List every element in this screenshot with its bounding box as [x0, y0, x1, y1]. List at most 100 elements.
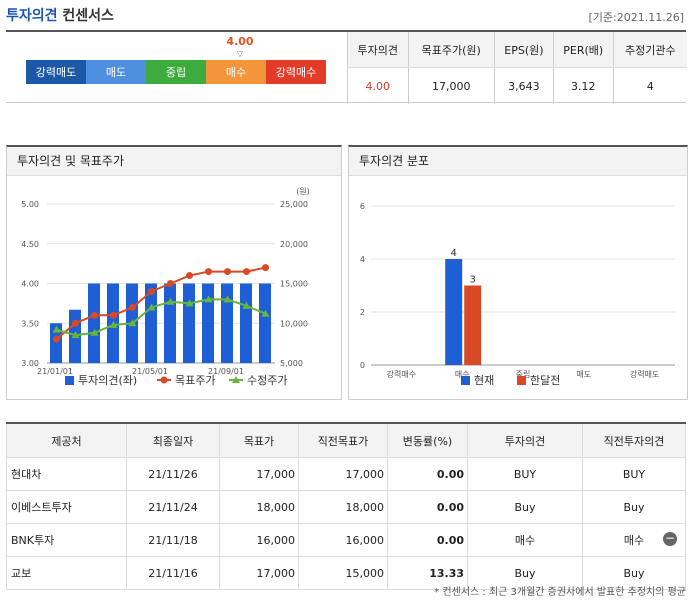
- prev-opinion: BUY: [582, 457, 686, 491]
- y-left-tick-label: 3.00: [21, 359, 39, 368]
- bar-label: 3: [470, 275, 476, 286]
- triangle-down-icon: ▽: [236, 49, 244, 58]
- adjusted-price-point: [109, 320, 118, 328]
- adjusted-price-line: [56, 298, 266, 337]
- broker-name: 교보: [6, 556, 127, 590]
- target-price-point: [205, 268, 212, 276]
- prev-target-price: 16,000: [298, 523, 388, 557]
- legend-label: 투자의견(좌): [78, 374, 137, 387]
- target-price-point: [262, 264, 269, 272]
- opinion: BUY: [467, 457, 583, 491]
- target-price-point: [72, 319, 79, 327]
- adjusted-price-point: [185, 299, 194, 307]
- adjusted-price-point: [90, 328, 99, 336]
- target-price-point: [224, 268, 231, 276]
- x-tick-label: 중립: [516, 370, 531, 379]
- bar: [183, 283, 195, 363]
- legend-label: 수정주가: [247, 374, 287, 387]
- y-right-tick-label: 25,000: [280, 200, 308, 209]
- adjusted-price-point: [71, 331, 80, 339]
- summary-eps: 3,643: [494, 67, 554, 104]
- panel-title: 투자의견 및 목표주가: [7, 147, 341, 176]
- col-header: 목표가: [219, 422, 299, 458]
- scale-buy: 매수: [206, 60, 266, 84]
- bar: [464, 285, 482, 365]
- bar: [88, 283, 100, 363]
- summary-header: EPS(원): [494, 32, 554, 68]
- bar-label: 4: [451, 248, 457, 259]
- reference-date: [기준:2021.11.26]: [588, 11, 684, 24]
- adjusted-price-point: [242, 301, 251, 309]
- broker-name: 현대차: [6, 457, 127, 491]
- last-date: 21/11/24: [126, 490, 220, 524]
- summary-header: 추정기관수: [612, 32, 687, 68]
- legend-marker: [232, 376, 240, 383]
- col-header: 변동률(%): [387, 422, 468, 458]
- x-tick-label: 21/05/01: [132, 367, 168, 376]
- summary-header: PER(배): [552, 32, 614, 68]
- minus-icon[interactable]: −: [663, 531, 677, 546]
- y-tick-label: 4: [360, 255, 365, 264]
- scale-sell: 매도: [86, 60, 146, 84]
- adjusted-price-point: [223, 295, 232, 303]
- legend-swatch: [65, 376, 74, 385]
- table-row: 이베스트투자 21/11/24 18,000 18,000 0.00 Buy B…: [6, 490, 686, 524]
- opinion-target-chart: 5.00 25,000 4.50 20,000 4.00 15,000 3.50 10,000…: [21, 187, 310, 387]
- col-header: 직전목표가: [298, 422, 388, 458]
- summary-count: 4: [612, 67, 687, 104]
- y-tick-label: 0: [360, 361, 365, 370]
- adjusted-price-point: [128, 319, 137, 327]
- y-tick-label: 6: [360, 202, 365, 211]
- y-left-tick-label: 4.50: [21, 240, 39, 249]
- legend-label: 목표주가: [175, 374, 215, 387]
- table-row: 현대차 21/11/26 17,000 17,000 0.00 BUY BUY: [6, 457, 686, 491]
- x-tick-label: 매수: [455, 370, 470, 379]
- adjusted-price-point: [147, 303, 156, 311]
- target-price-point: [110, 311, 117, 319]
- broker-name: 이베스트투자: [6, 490, 127, 524]
- col-header: 직전투자의견: [582, 422, 686, 458]
- y-left-tick-label: 3.50: [21, 319, 39, 328]
- summary-target-price: 17,000: [407, 67, 495, 104]
- bar: [202, 283, 214, 363]
- legend-label: 한달전: [530, 374, 560, 387]
- col-header: 최종일자: [126, 422, 220, 458]
- col-header: 투자의견: [467, 422, 583, 458]
- target-price: 16,000: [219, 523, 299, 557]
- summary-header: 투자의견: [347, 32, 408, 68]
- target-price-point: [243, 268, 250, 276]
- opinion: Buy: [467, 556, 583, 590]
- scale-strong-buy: 강력매수: [266, 60, 326, 84]
- panel-title: 투자의견 분포: [349, 147, 687, 176]
- last-date: 21/11/26: [126, 457, 220, 491]
- y-right-unit: (원): [296, 187, 310, 196]
- x-tick-label: 21/09/01: [208, 367, 244, 376]
- legend-marker: [160, 376, 168, 384]
- last-date: 21/11/16: [126, 556, 220, 590]
- y-left-tick-label: 4.00: [21, 280, 39, 289]
- table-row: 교보 21/11/16 17,000 15,000 13.33 Buy Buy: [6, 556, 686, 590]
- change-rate: 0.00: [387, 457, 468, 491]
- scale-neutral: 중립: [146, 60, 206, 84]
- target-price-point: [186, 272, 193, 280]
- summary-header: 목표주가(원): [407, 32, 495, 68]
- scale-strong-sell: 강력매도: [26, 60, 86, 84]
- prev-target-price: 17,000: [298, 457, 388, 491]
- target-price-point: [167, 280, 174, 287]
- page-title: 투자의견 컨센서스: [6, 8, 114, 24]
- summary-per: 3.12: [552, 67, 614, 104]
- y-right-tick-label: 10,000: [280, 319, 308, 328]
- y-right-tick-label: 15,000: [280, 280, 308, 289]
- broker-table: 제공처 최종일자 목표가 직전목표가 변동률(%) 투자의견 직전투자의견 현대…: [6, 422, 686, 590]
- opinion: Buy: [467, 490, 583, 524]
- change-rate: 0.00: [387, 490, 468, 524]
- legend-swatch: [461, 376, 470, 385]
- bar: [445, 259, 463, 365]
- target-price: 17,000: [219, 556, 299, 590]
- target-price-point: [148, 287, 155, 295]
- adjusted-price-point: [52, 325, 61, 333]
- panel-opinion-distribution: 투자의견 분포 6 4 2 0 강력매수 매수 4 3 중립 매도 강력매도 현재 한달전: [348, 145, 688, 400]
- x-tick-label: 21/01/01: [37, 367, 73, 376]
- broker-name: BNK투자: [6, 523, 127, 557]
